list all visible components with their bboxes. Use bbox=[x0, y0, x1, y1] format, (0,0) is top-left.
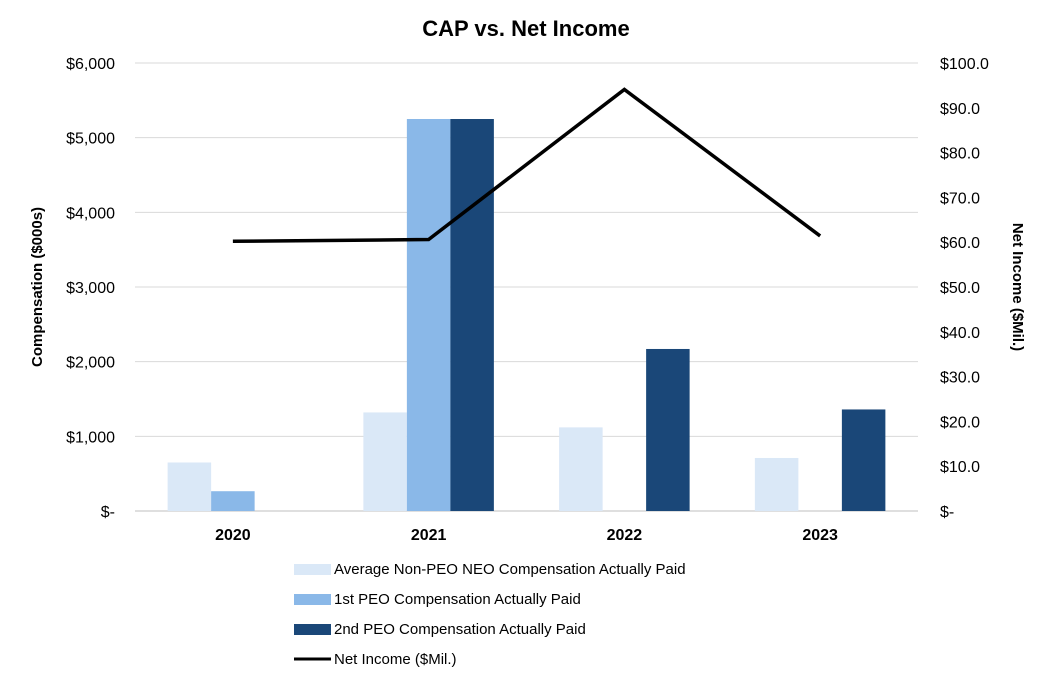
net-income-line-group bbox=[232, 87, 822, 244]
y-axis-label: Compensation ($000s) bbox=[29, 207, 46, 367]
bar-2020-series-2 bbox=[211, 491, 255, 511]
gridlines bbox=[135, 62, 918, 512]
y2-tick-label: $80.0 bbox=[940, 146, 980, 163]
bar-2021-series-1 bbox=[363, 412, 407, 511]
bar-2022-series-3 bbox=[646, 348, 690, 511]
x-tick-label: 2021 bbox=[411, 527, 447, 544]
legend-label: 2nd PEO Compensation Actually Paid bbox=[334, 621, 586, 638]
y2-axis-ticks: $- $10.0 $20.0 $30.0 $40.0 $50.0 $60.0 $70.0 $80… bbox=[940, 56, 989, 521]
y-tick-label: $- bbox=[101, 504, 115, 521]
y-axis-ticks: $- $1,000 $2,000 $3,000 $4,000 $5,000 $6,000 bbox=[66, 56, 115, 521]
bar-2023-series-3 bbox=[841, 409, 886, 511]
x-axis-ticks: 2020 2021 2022 2023 bbox=[215, 527, 838, 544]
legend-label: 1st PEO Compensation Actually Paid bbox=[334, 591, 581, 608]
legend-swatch bbox=[294, 564, 331, 575]
y2-tick-label: $100.0 bbox=[940, 56, 989, 73]
y2-tick-label: $30.0 bbox=[940, 370, 980, 387]
y-tick-label: $6,000 bbox=[66, 56, 115, 73]
legend-swatch bbox=[294, 624, 331, 635]
y2-tick-label: $50.0 bbox=[940, 280, 980, 297]
bar-2021-series-3 bbox=[450, 119, 494, 511]
y2-tick-label: $60.0 bbox=[940, 235, 980, 252]
net-income-line bbox=[232, 87, 822, 244]
y-tick-label: $5,000 bbox=[66, 131, 115, 148]
y2-tick-label: $10.0 bbox=[940, 459, 980, 476]
y-tick-label: $2,000 bbox=[66, 355, 115, 372]
bar-2020-series-1 bbox=[167, 462, 212, 511]
y-tick-label: $3,000 bbox=[66, 280, 115, 297]
legend-swatch bbox=[294, 594, 331, 605]
x-tick-label: 2020 bbox=[215, 527, 251, 544]
chart-title: CAP vs. Net Income bbox=[422, 16, 629, 41]
y2-tick-label: $90.0 bbox=[940, 101, 980, 118]
y2-axis-label: Net Income ($Mil.) bbox=[1009, 223, 1026, 351]
y2-tick-label: $70.0 bbox=[940, 190, 980, 207]
bar-2023-series-1 bbox=[754, 457, 799, 511]
x-tick-label: 2023 bbox=[802, 527, 838, 544]
y2-tick-label: $- bbox=[940, 504, 954, 521]
x-tick-label: 2022 bbox=[607, 527, 643, 544]
y-tick-label: $1,000 bbox=[66, 429, 115, 446]
y2-tick-label: $20.0 bbox=[940, 414, 980, 431]
bars bbox=[167, 119, 886, 511]
legend: Average Non-PEO NEO Compensation Actuall… bbox=[294, 561, 686, 668]
bar-2021-series-2 bbox=[406, 119, 451, 511]
y2-tick-label: $40.0 bbox=[940, 325, 980, 342]
legend-label: Net Income ($Mil.) bbox=[334, 651, 457, 668]
legend-label: Average Non-PEO NEO Compensation Actuall… bbox=[334, 561, 686, 578]
bar-2022-series-1 bbox=[559, 427, 603, 511]
y-tick-label: $4,000 bbox=[66, 205, 115, 222]
